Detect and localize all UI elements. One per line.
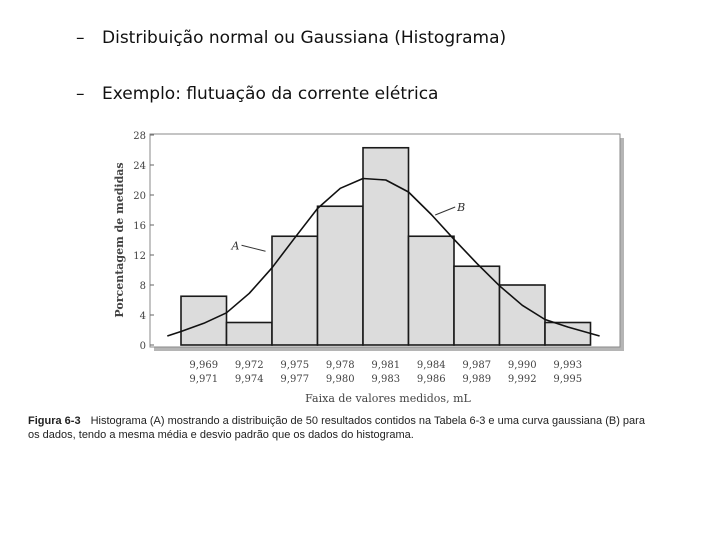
bullet-dash: – — [76, 28, 85, 48]
x-tick-label-start: 9,978 — [326, 360, 355, 371]
caption-text-1: Histograma (A) mostrando a distribuição … — [90, 415, 645, 427]
x-tick-label-start: 9,981 — [371, 360, 400, 371]
annotation-a-leader — [241, 244, 266, 252]
figure-label: Figura 6-3 — [28, 415, 81, 427]
x-tick-label-end: 9,989 — [462, 374, 491, 385]
annotation-b-label: B — [456, 201, 465, 214]
y-tick-label: 16 — [133, 221, 146, 232]
x-tick-label-end: 9,995 — [553, 374, 582, 385]
x-tick-label-end: 9,980 — [326, 374, 355, 385]
histogram-bar — [271, 235, 319, 346]
x-tick-label-end: 9,992 — [508, 374, 537, 385]
bullet-text: Distribuição normal ou Gaussiana (Histog… — [102, 28, 507, 48]
y-tick-label: 4 — [140, 311, 146, 322]
caption-line-2: os dados, tendo a mesma média e desvio p… — [28, 429, 414, 441]
histogram-bar — [225, 321, 273, 346]
bullet-dash: – — [76, 84, 85, 104]
x-tick-label-start: 9,972 — [235, 360, 264, 371]
histogram-bar — [544, 321, 592, 346]
histogram-bar — [180, 295, 228, 346]
x-tick-label-start: 9,990 — [508, 360, 537, 371]
gaussian-curve — [167, 177, 600, 337]
bullet-1: – Distribuição normal ou Gaussiana (Histo… — [76, 28, 506, 48]
x-tick-label-start: 9,975 — [280, 360, 309, 371]
caption-line-1: Figura 6-3 Histograma (A) mostrando a dis… — [28, 414, 708, 428]
y-tick-label: 0 — [140, 341, 146, 352]
bullet-2: – Exemplo: flutuação da corrente elétrica — [76, 84, 438, 104]
annotation-b-leader — [434, 206, 456, 216]
y-tick-label: 12 — [133, 251, 146, 262]
x-tick-label-start: 9,987 — [462, 360, 491, 371]
histogram-bar — [316, 205, 364, 346]
x-tick-label-start: 9,969 — [189, 360, 218, 371]
x-tick-label-end: 9,971 — [189, 374, 218, 385]
histogram-bar — [407, 235, 455, 346]
x-tick-label-end: 9,983 — [371, 374, 400, 385]
x-tick-label-end: 9,986 — [417, 374, 446, 385]
annotation-a-label: A — [231, 239, 240, 252]
y-tick-label: 8 — [140, 281, 146, 292]
figure-caption: Figura 6-3 Histograma (A) mostrando a dis… — [28, 414, 708, 442]
bullet-text: Exemplo: flutuação da corrente elétrica — [102, 84, 439, 104]
x-tick-label-start: 9,984 — [417, 360, 446, 371]
x-axis-label: Faixa de valores medidos, mL — [305, 392, 471, 405]
x-tick-label-end: 9,974 — [235, 374, 264, 385]
x-tick-label-end: 9,977 — [280, 374, 309, 385]
y-tick-label: 20 — [133, 191, 146, 202]
x-tick-label-start: 9,993 — [553, 360, 582, 371]
y-axis-label: Porcentagem de medidas — [113, 162, 126, 317]
histogram-bar — [362, 146, 410, 346]
y-tick-label: 28 — [133, 131, 146, 142]
y-tick-label: 24 — [133, 161, 146, 172]
